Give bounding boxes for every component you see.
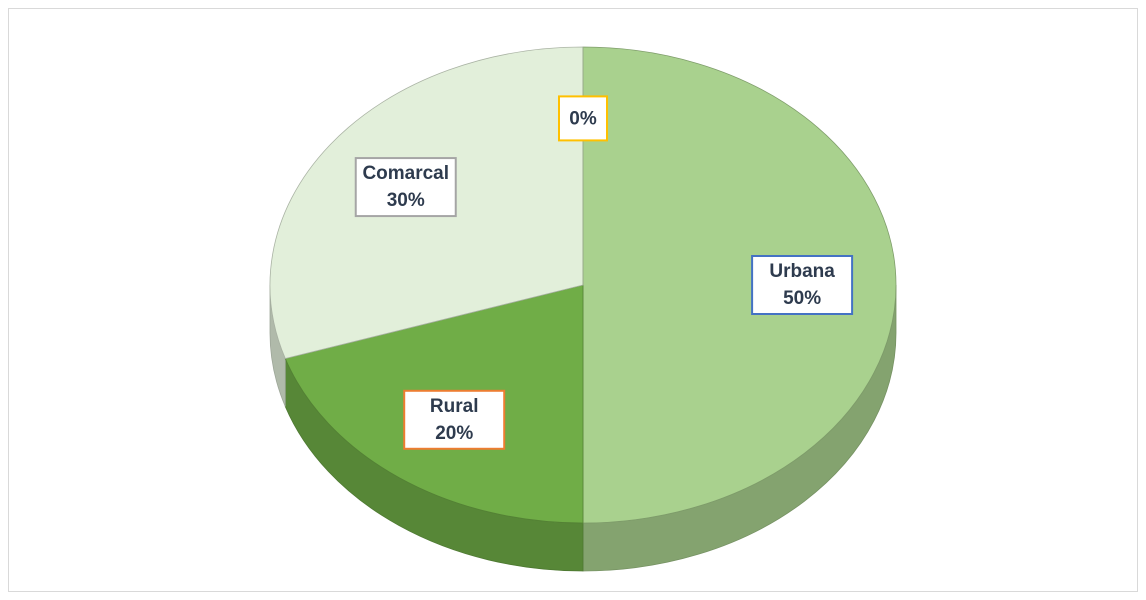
- data-label-box: [558, 95, 608, 142]
- data-label: Comarcal 30%: [354, 157, 457, 218]
- data-label-category: Comarcal: [362, 163, 449, 184]
- data-label-box: [403, 389, 506, 450]
- data-label-box: [751, 255, 854, 315]
- data-label-box: [354, 157, 457, 218]
- data-label-value: 30%: [387, 190, 425, 211]
- data-label-category: Rural: [430, 396, 479, 417]
- slice: [582, 46, 897, 524]
- data-label: Rural 20%: [403, 389, 506, 450]
- data-label-value: 20%: [435, 423, 473, 444]
- data-label-value: 0%: [569, 108, 597, 129]
- data-label: 0%: [558, 95, 608, 142]
- data-label-value: 50%: [783, 288, 821, 309]
- data-label: Urbana 50%: [751, 255, 854, 315]
- data-label-category: Urbana: [769, 261, 835, 282]
